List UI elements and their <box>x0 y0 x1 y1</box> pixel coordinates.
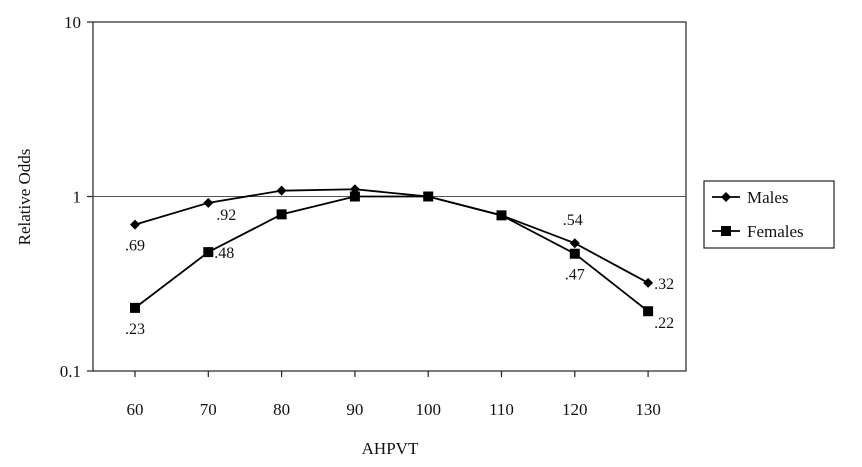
legend: Males Females <box>704 181 834 248</box>
x-tick-label: 110 <box>489 400 514 419</box>
point-females <box>203 247 213 257</box>
point-females <box>277 209 287 219</box>
y-tick-label: 1 <box>73 188 82 207</box>
data-label-males: .54 <box>563 212 583 229</box>
data-label-males: .32 <box>654 276 674 293</box>
x-tick-label: 60 <box>127 400 144 419</box>
data-label-females: .47 <box>565 267 585 284</box>
point-females <box>570 249 580 259</box>
point-females <box>643 306 653 316</box>
point-females <box>497 210 507 220</box>
y-tick-label: 10 <box>64 13 81 32</box>
point-females <box>423 192 433 202</box>
x-tick-label: 80 <box>273 400 290 419</box>
legend-marker-females <box>721 226 731 236</box>
data-label-females: .23 <box>125 321 145 338</box>
data-label-females: .48 <box>214 245 234 262</box>
y-tick-label: 0.1 <box>60 362 81 381</box>
data-label-males: .69 <box>125 238 145 255</box>
x-axis-title: AHPVT <box>362 439 419 458</box>
legend-label-males: Males <box>747 188 789 207</box>
y-axis-title: Relative Odds <box>15 149 34 246</box>
data-label-females: .22 <box>654 315 674 332</box>
x-tick-label: 100 <box>415 400 441 419</box>
x-tick-label: 90 <box>346 400 363 419</box>
data-label-males: .92 <box>216 207 236 224</box>
point-females <box>130 303 140 313</box>
x-tick-label: 70 <box>200 400 217 419</box>
x-tick-label: 130 <box>635 400 661 419</box>
x-tick-label: 120 <box>562 400 588 419</box>
legend-label-females: Females <box>747 222 804 241</box>
point-females <box>350 192 360 202</box>
